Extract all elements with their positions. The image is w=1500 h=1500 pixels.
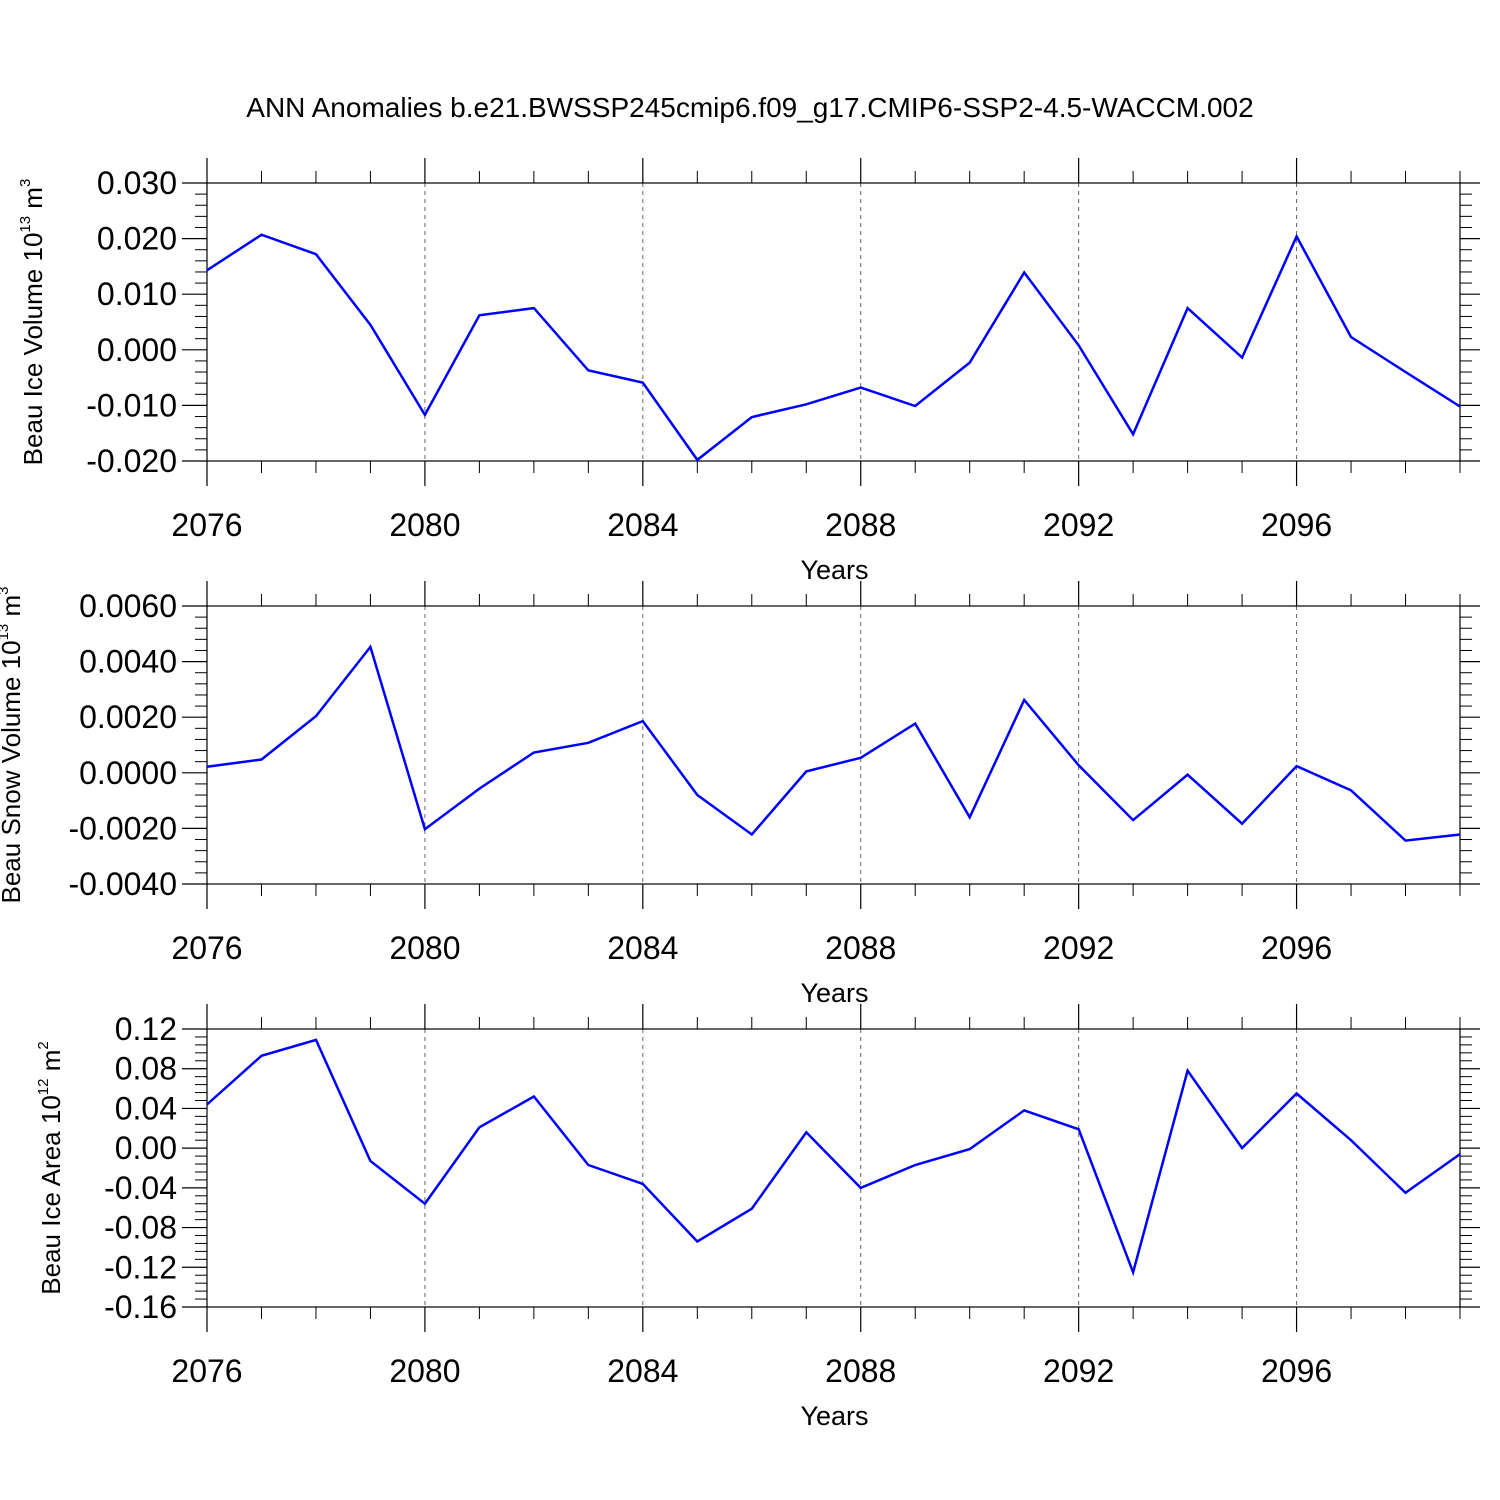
x-tick-label: 2080 [389, 507, 460, 543]
x-axis-title: Years [800, 978, 868, 1008]
y-tick-label: -0.16 [104, 1289, 177, 1325]
x-tick-label: 2076 [171, 930, 242, 966]
x-tick-label: 2096 [1261, 930, 1332, 966]
x-axis-title: Years [800, 1401, 868, 1431]
y-tick-label: -0.0020 [68, 810, 177, 846]
y-tick-label: 0.04 [115, 1090, 177, 1126]
y-tick-label: 0.12 [115, 1011, 177, 1047]
x-tick-label: 2080 [389, 1353, 460, 1389]
y-tick-label: 0.0040 [79, 644, 177, 680]
chart-panel-3: 2076 2080 2084 2088 2092 2096Years-0.16-0.12-… [35, 1004, 1480, 1431]
x-tick-label: 2076 [171, 507, 242, 543]
x-tick-label: 2092 [1043, 930, 1114, 966]
series-line [206, 233, 1461, 462]
y-tick-label: -0.08 [104, 1210, 177, 1246]
x-tick-label: 2096 [1261, 1353, 1332, 1389]
x-tick-label: 2084 [607, 507, 678, 543]
y-axis-title: Beau Ice Volume 1013 m3 [17, 179, 48, 466]
y-tick-label: -0.0040 [68, 866, 177, 902]
x-axis-title: Years [800, 555, 868, 585]
y-tick-label: 0.000 [97, 332, 177, 368]
y-tick-label: 0.0000 [79, 755, 177, 791]
plot-frame [206, 182, 1461, 462]
y-tick-label: 0.0060 [79, 588, 177, 624]
x-tick-label: 2092 [1043, 507, 1114, 543]
x-tick-label: 2084 [607, 930, 678, 966]
x-tick-label: 2088 [825, 930, 896, 966]
x-tick-label: 2096 [1261, 507, 1332, 543]
x-tick-label: 2088 [825, 1353, 896, 1389]
chart-title: ANN Anomalies b.e21.BWSSP245cmip6.f09_g1… [246, 92, 1254, 123]
y-tick-label: -0.010 [86, 387, 177, 423]
series-line [206, 644, 1461, 842]
y-axis-title: Beau Ice Area 1012 m2 [35, 1041, 66, 1294]
y-tick-label: -0.04 [104, 1170, 177, 1206]
chart-panel-2: 2076 2080 2084 2088 2092 2096 Years -0.0040 -0.0… [0, 581, 1480, 1008]
x-tick-label: 2084 [607, 1353, 678, 1389]
x-tick-label: 2092 [1043, 1353, 1114, 1389]
y-tick-label: 0.0020 [79, 699, 177, 735]
chart-panel-1: 2076 2080 2084 2088 2092 2096 Years -0.020 -0.01… [17, 158, 1480, 585]
series-line [206, 1038, 1461, 1277]
x-tick-label: 2080 [389, 930, 460, 966]
y-tick-label: 0.00 [115, 1130, 177, 1166]
plot-frame [206, 1028, 1461, 1308]
y-tick-label: 0.020 [97, 221, 177, 257]
y-tick-label: 0.010 [97, 276, 177, 312]
x-tick-label: 2088 [825, 507, 896, 543]
y-tick-label: 0.08 [115, 1051, 177, 1087]
x-tick-label: 2076 [171, 1353, 242, 1389]
y-tick-label: -0.12 [104, 1249, 177, 1285]
y-tick-label: -0.020 [86, 443, 177, 479]
y-axis-title: Beau Snow Volume 1013 m3 [0, 587, 26, 904]
y-tick-label: 0.030 [97, 165, 177, 201]
plot-frame [206, 605, 1461, 885]
